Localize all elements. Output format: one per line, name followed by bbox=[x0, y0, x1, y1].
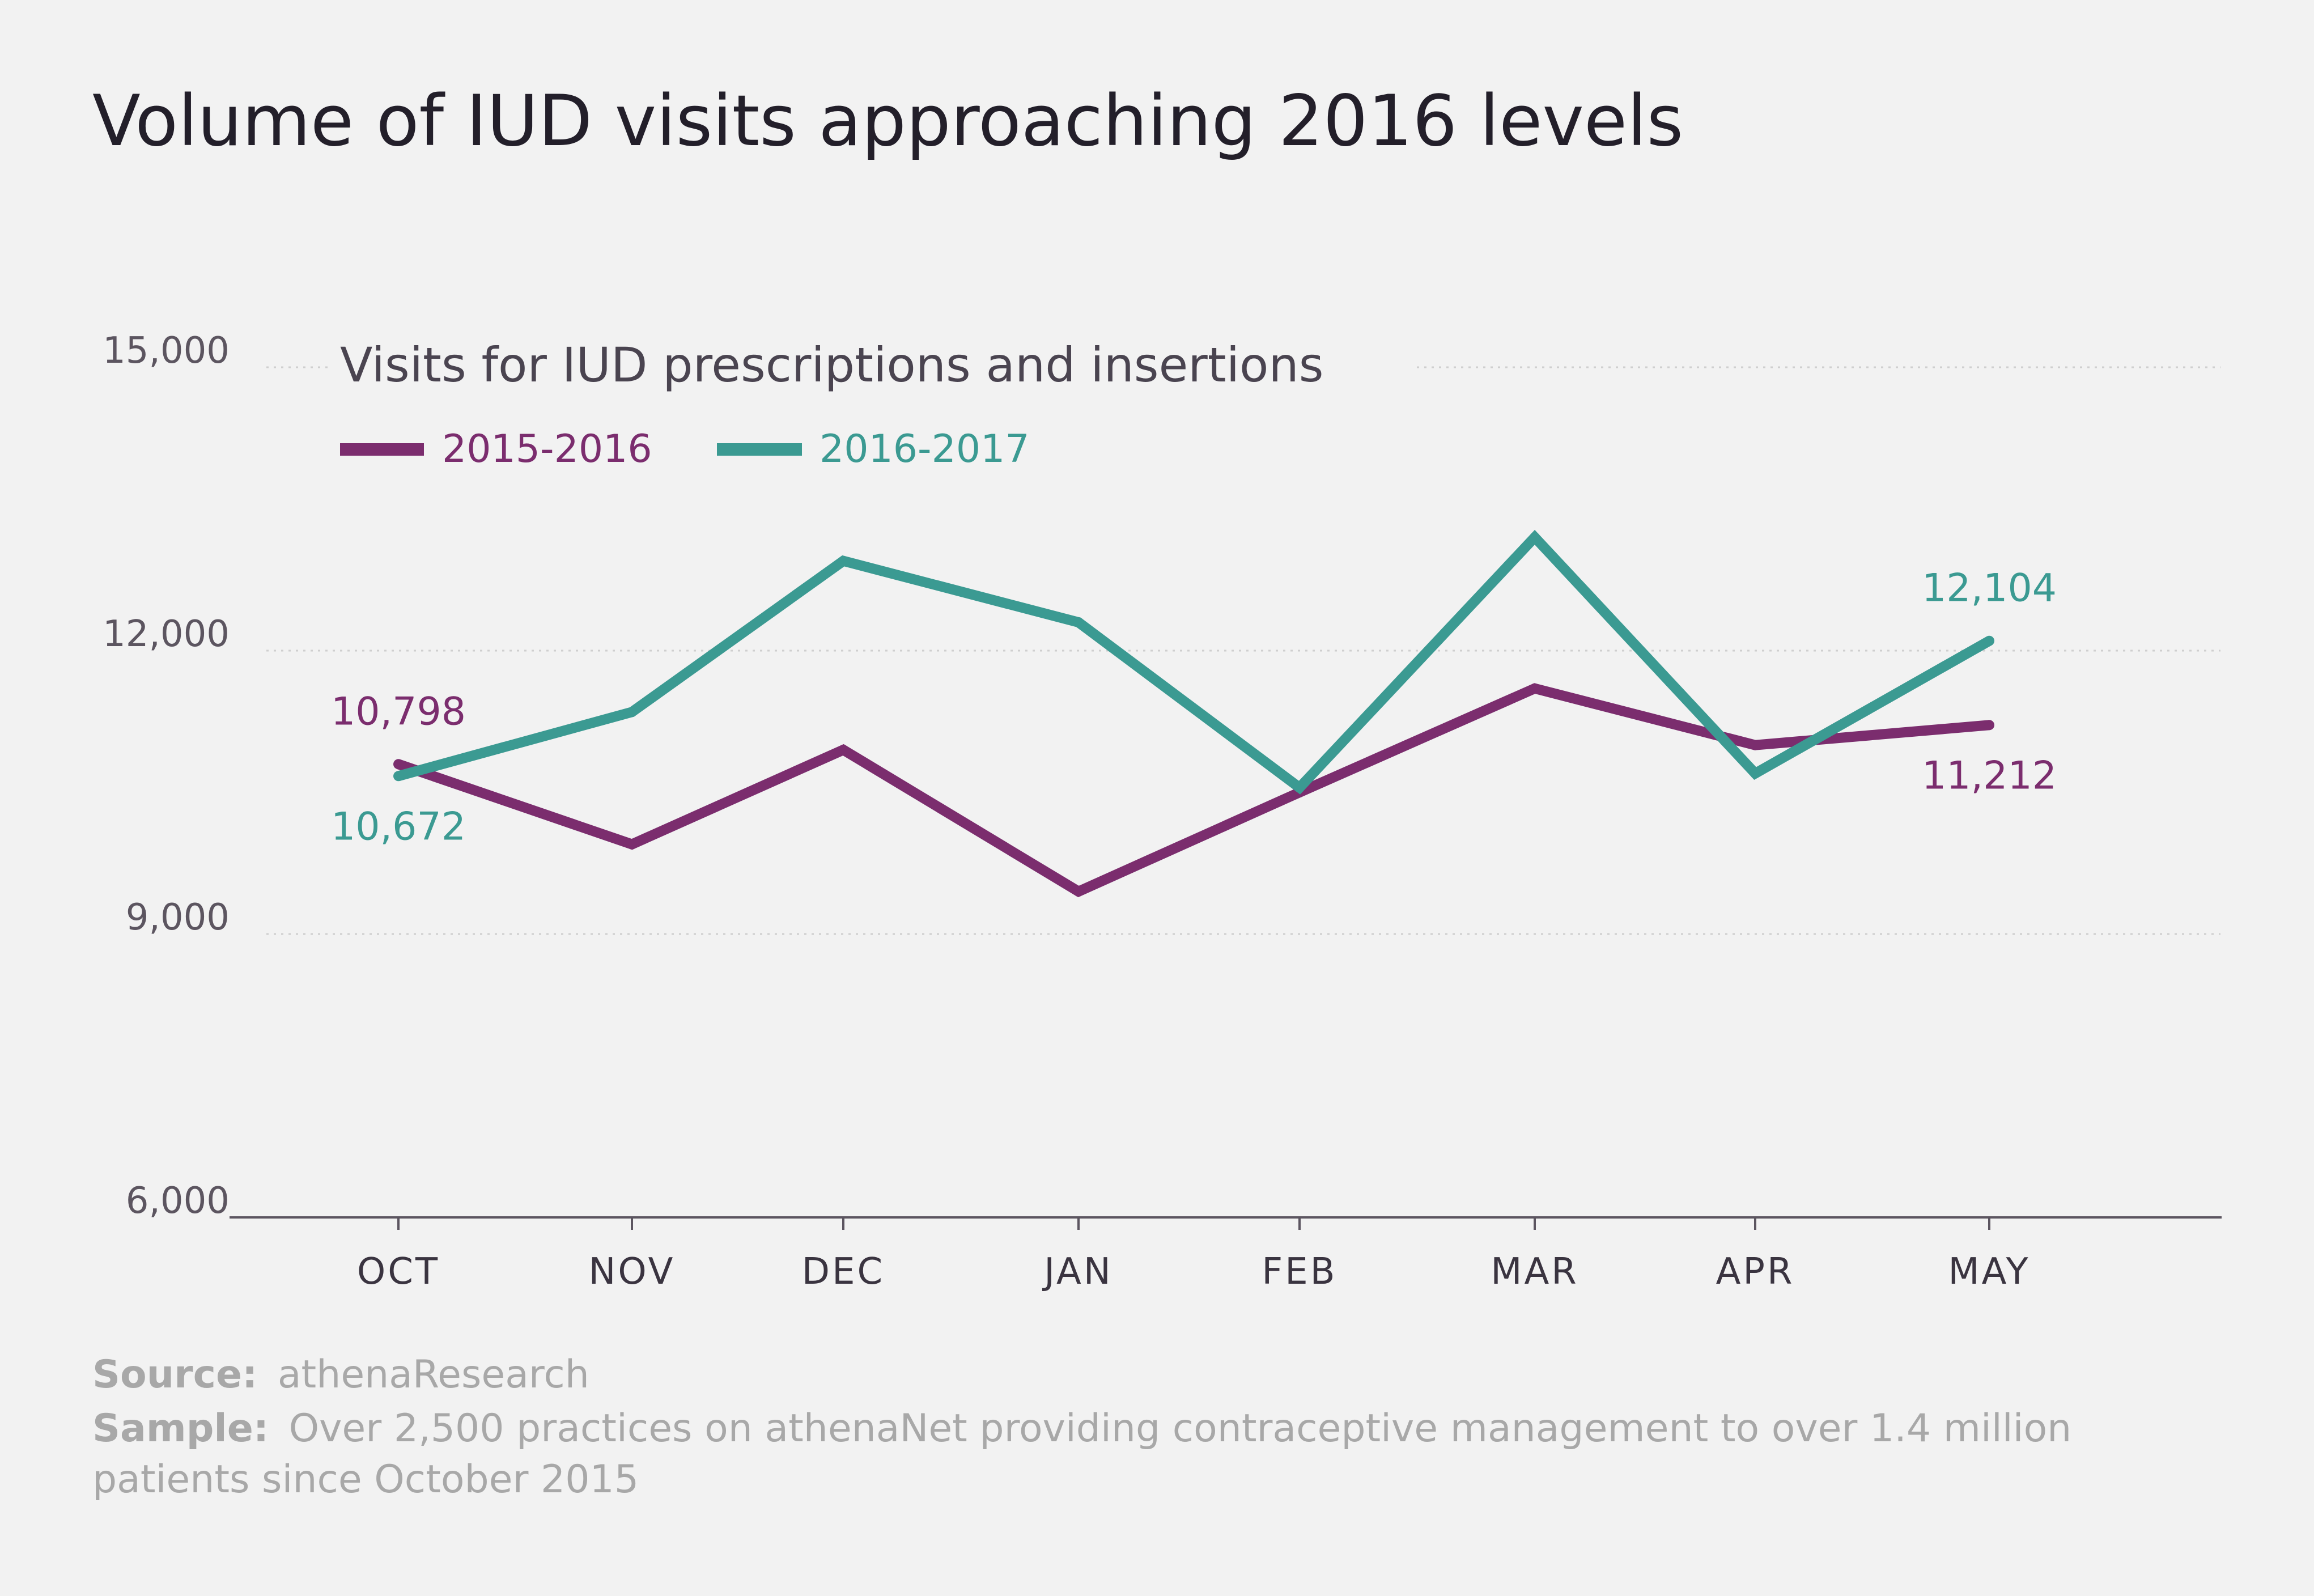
data-label-2016-2017-MAY: 12,104 bbox=[1922, 566, 2057, 611]
chart-subtitle: Visits for IUD prescriptions and inserti… bbox=[340, 337, 1323, 393]
data-label-2016-2017-OCT: 10,672 bbox=[331, 804, 466, 849]
x-tick-label-NOV: NOV bbox=[589, 1251, 676, 1293]
series-line-2015-2016 bbox=[397, 683, 1990, 898]
x-tick-label-FEB: FEB bbox=[1262, 1251, 1337, 1293]
x-tick-label-APR: APR bbox=[1716, 1251, 1795, 1293]
y-tick-label-6000: 6,000 bbox=[126, 1180, 230, 1222]
chart-title: Volume of IUD visits approaching 2016 le… bbox=[92, 80, 1683, 162]
footer: Source: athenaResearch Sample: Over 2,50… bbox=[92, 1352, 2071, 1502]
data-point-2015-2016-NOV bbox=[627, 839, 637, 850]
sample-line-1: Sample: Over 2,500 practices on athenaNe… bbox=[92, 1406, 2071, 1451]
series-lines bbox=[393, 529, 1994, 898]
data-point-2016-2017-MAY bbox=[1984, 635, 1994, 646]
x-tick-label-JAN: JAN bbox=[1042, 1251, 1113, 1293]
data-point-2015-2016-DEC bbox=[838, 745, 848, 755]
x-tick-label-OCT: OCT bbox=[357, 1251, 440, 1293]
data-point-2015-2016-OCT bbox=[393, 759, 404, 770]
x-tick-label-MAR: MAR bbox=[1491, 1251, 1578, 1293]
data-point-2016-2017-OCT bbox=[393, 771, 404, 782]
sample-text-line1: Over 2,500 practices on athenaNet provid… bbox=[289, 1406, 2072, 1451]
gridlines bbox=[266, 366, 2220, 935]
sample-text-line2: patients since October 2015 bbox=[92, 1457, 639, 1502]
data-point-2016-2017-MAR bbox=[1530, 532, 1540, 542]
y-tick-label-9000: 9,000 bbox=[126, 897, 230, 939]
x-tick-label-MAY: MAY bbox=[1948, 1251, 2030, 1293]
data-label-2015-2016-MAY: 11,212 bbox=[1922, 753, 2057, 798]
data-point-2015-2016-JAN bbox=[1073, 886, 1084, 897]
sample-label: Sample: bbox=[92, 1406, 269, 1451]
x-axis-ticks: OCT NOV DEC JAN FEB MAR APR MAY bbox=[357, 1217, 2030, 1293]
series-line-2016-2017 bbox=[397, 529, 1992, 795]
source-text: athenaResearch bbox=[278, 1352, 589, 1397]
data-point-2016-2017-APR bbox=[1750, 768, 1760, 779]
data-label-2015-2016-OCT: 10,798 bbox=[331, 689, 466, 734]
data-point-2016-2017-JAN bbox=[1073, 617, 1084, 627]
data-labels: 10,798 11,212 10,672 12,104 bbox=[331, 566, 2057, 850]
y-tick-label-12000: 12,000 bbox=[103, 613, 230, 655]
y-axis-ticks: 6,000 9,000 12,000 15,000 bbox=[103, 330, 230, 1222]
data-point-2016-2017-FEB bbox=[1294, 782, 1305, 793]
x-tick-label-DEC: DEC bbox=[802, 1251, 885, 1293]
data-point-2016-2017-DEC bbox=[838, 555, 848, 566]
data-point-2015-2016-MAR bbox=[1530, 683, 1540, 694]
y-tick-label-15000: 15,000 bbox=[103, 330, 230, 372]
source-line: Source: athenaResearch bbox=[92, 1352, 589, 1397]
data-point-2015-2016-MAY bbox=[1984, 720, 1994, 731]
source-label: Source: bbox=[92, 1352, 257, 1397]
data-point-2015-2016-APR bbox=[1750, 740, 1760, 750]
legend-label-2015-2016: 2015-2016 bbox=[442, 427, 652, 472]
data-point-2016-2017-NOV bbox=[627, 707, 637, 718]
legend: 2015-2016 2016-2017 bbox=[340, 427, 1030, 472]
legend-label-2016-2017: 2016-2017 bbox=[820, 427, 1030, 472]
